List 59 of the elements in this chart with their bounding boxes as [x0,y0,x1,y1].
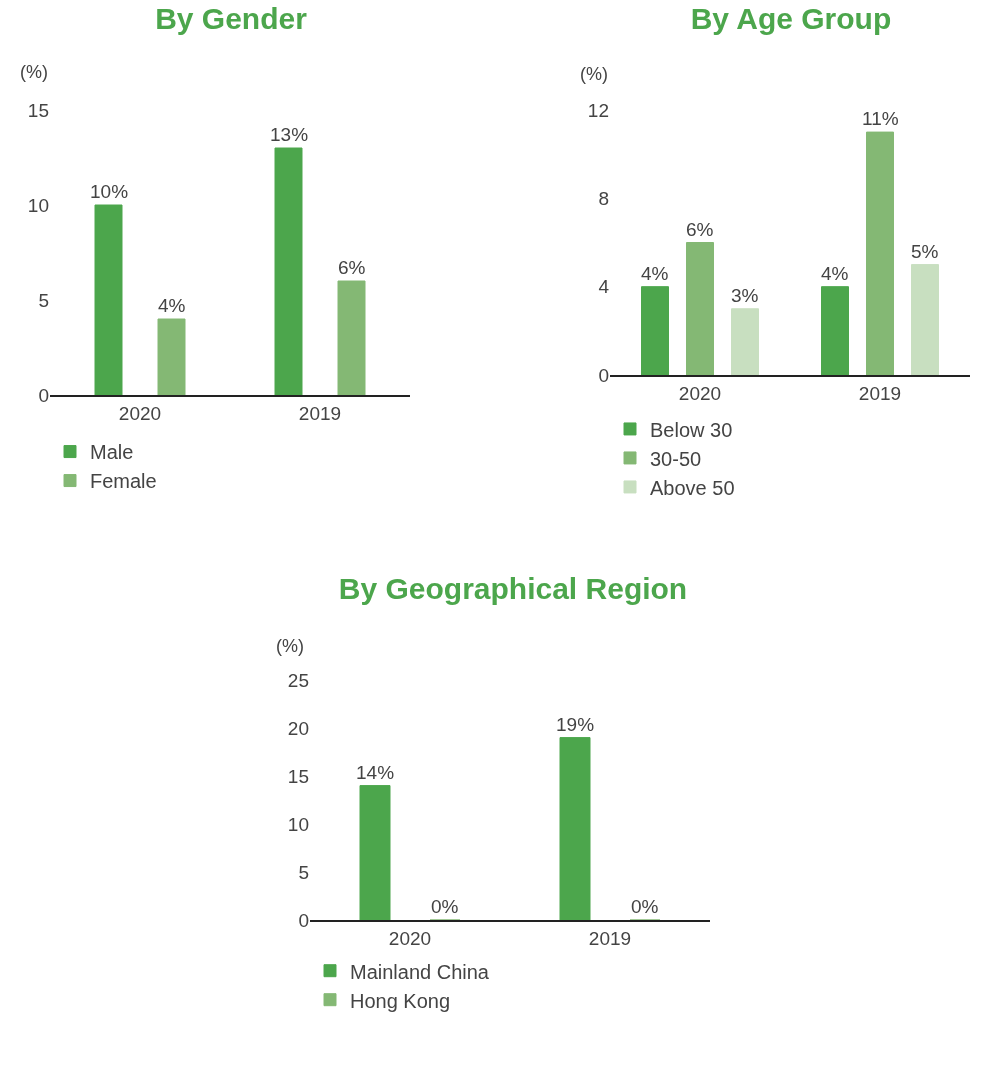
chart-title: By Age Group [690,2,892,36]
x-tick-label: 2020 [678,382,722,404]
y-tick-label: 0 [598,364,609,386]
bar [337,280,366,395]
data-label: 4% [821,263,849,284]
y-tick-label: 15 [287,765,309,787]
bar [641,286,669,375]
y-tick-label: 10 [27,194,49,216]
legend-label: Female [90,470,157,493]
legend-label: Hong Kong [350,989,451,1012]
data-label: 10% [90,181,129,202]
x-tick-label: 2019 [588,927,632,949]
bar [866,131,894,375]
y-tick-label: 25 [287,669,309,691]
chart-title: By Geographical Region [338,571,688,605]
data-label: 11% [862,108,899,129]
data-label: 3% [731,285,759,306]
y-tick-label: 0 [38,384,49,406]
bar [559,737,591,920]
y-axis-title: (%) [276,636,304,656]
y-tick-label: 5 [298,861,309,883]
data-label: 0% [631,896,659,917]
bar [686,242,714,375]
bar [731,308,759,375]
y-tick-label: 15 [27,99,49,121]
x-tick-label: 2020 [388,927,432,949]
legend-label: Below 30 [650,418,733,441]
bar [157,318,186,395]
y-axis-title: (%) [20,62,48,82]
legend-label: Male [90,441,134,464]
bar [274,147,303,395]
bar [94,204,123,395]
y-tick-label: 4 [598,276,610,298]
legend-label: Mainland China [350,960,490,983]
data-label: 6% [686,219,714,240]
data-label: 4% [158,295,186,316]
y-tick-label: 20 [287,717,309,739]
y-tick-label: 12 [587,99,609,121]
x-tick-label: 2019 [858,382,902,404]
data-label: 5% [911,241,939,262]
data-label: 14% [356,762,395,783]
data-label: 6% [338,257,366,278]
bar [911,264,939,375]
data-label: 0% [431,896,459,917]
data-label: 4% [641,263,669,284]
y-tick-label: 0 [298,909,309,931]
legend-label: 30-50 [650,447,702,470]
legend-label: Above 50 [650,476,735,499]
bar [359,785,391,920]
data-label: 13% [270,124,309,145]
bar [821,286,849,375]
x-tick-label: 2019 [298,402,342,424]
y-tick-label: 10 [287,813,309,835]
x-tick-label: 2020 [118,402,162,424]
y-axis-title: (%) [580,64,608,84]
chart-title: By Gender [155,2,308,36]
y-tick-label: 5 [38,289,49,311]
y-tick-label: 8 [598,187,609,209]
data-label: 19% [556,714,595,735]
